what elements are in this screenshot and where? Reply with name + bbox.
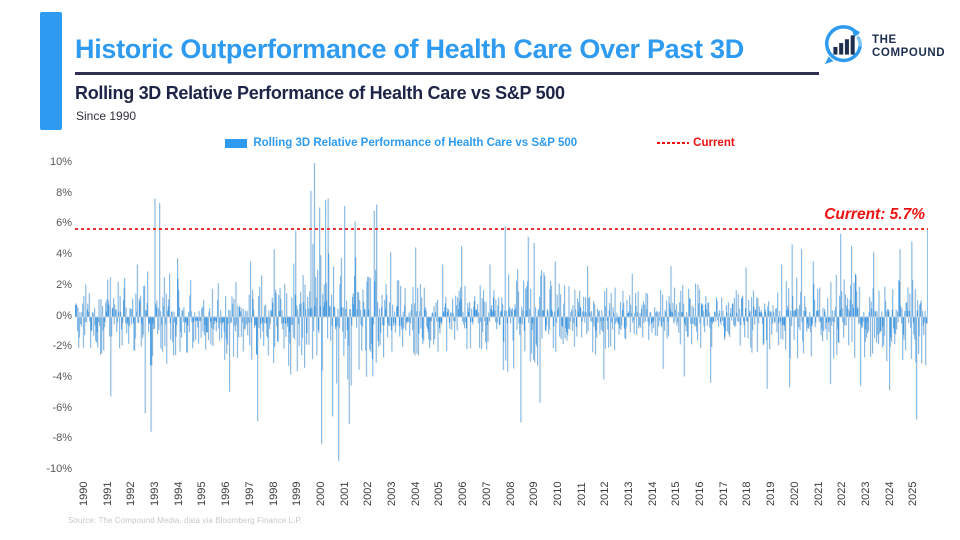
y-tick-label: -6%: [52, 401, 72, 414]
y-axis: 10% 8% 6% 4% 2% 0% -2% -4% -6% -8% -10%: [28, 156, 72, 477]
compound-logo: THE COMPOUND: [820, 24, 950, 70]
series-swatch: [225, 138, 248, 148]
logo-line2: COMPOUND: [872, 47, 946, 59]
legend-current-item: Current: [657, 137, 735, 149]
x-tick-label: 2007: [480, 481, 493, 506]
x-tick-label: 2014: [646, 481, 659, 506]
y-tick-label: 0%: [56, 309, 72, 322]
compound-logo-text: THE COMPOUND: [872, 34, 945, 60]
x-tick-label: 1991: [101, 481, 114, 506]
chart-subtitle: Rolling 3D Relative Performance of Healt…: [75, 83, 565, 103]
y-tick-label: 8%: [56, 186, 72, 199]
plot-area: [75, 163, 928, 470]
x-tick-label: 2012: [599, 481, 612, 506]
x-tick-label: 1993: [149, 481, 162, 506]
x-tick-label: 1999: [291, 481, 304, 506]
current-line-swatch: [657, 142, 690, 144]
compound-logo-icon: [820, 22, 866, 73]
since-label: Since 1990: [76, 109, 137, 123]
x-tick-label: 2025: [907, 481, 920, 506]
x-tick-label: 1992: [125, 481, 138, 506]
chart-legend: Rolling 3D Relative Performance of Healt…: [0, 136, 960, 150]
x-tick-label: 1994: [172, 481, 185, 506]
y-tick-label: -8%: [52, 432, 72, 445]
x-tick-label: 2024: [883, 481, 896, 506]
x-axis: 1990 1991 1992 1993 1994 1995 1996 1997 1998 1999…: [75, 470, 935, 510]
header-accent-bar: [40, 12, 62, 130]
x-tick-label: 1997: [243, 481, 256, 506]
x-tick-label: 2010: [551, 481, 564, 506]
series-label: Rolling 3D Relative Performance of Healt…: [253, 137, 578, 149]
x-tick-label: 2009: [528, 481, 541, 506]
x-tick-label: 2020: [788, 481, 801, 506]
x-tick-label: 2013: [622, 481, 635, 506]
y-tick-label: 6%: [56, 217, 72, 230]
x-tick-label: 2023: [859, 481, 872, 506]
x-tick-label: 2008: [504, 481, 517, 506]
x-tick-label: 2003: [386, 481, 399, 506]
x-tick-label: 1995: [196, 481, 209, 506]
legend-series-item: Rolling 3D Relative Performance of Healt…: [225, 137, 577, 149]
bar-series-canvas: [75, 163, 928, 470]
x-tick-label: 2017: [717, 481, 730, 506]
x-tick-label: 2021: [812, 481, 825, 506]
source-note: Source: The Compound Media, data via Blo…: [68, 516, 303, 525]
x-tick-label: 2019: [765, 481, 778, 506]
x-tick-label: 2022: [836, 481, 849, 506]
x-tick-label: 1990: [78, 481, 90, 506]
current-value-annotation: Current: 5.7%: [824, 206, 925, 223]
x-tick-label: 1998: [267, 481, 280, 506]
page-title: Historic Outperformance of Health Care O…: [75, 34, 744, 64]
x-tick-label: 2004: [409, 481, 422, 506]
x-tick-label: 2005: [433, 481, 446, 506]
x-tick-label: 2001: [338, 481, 351, 506]
x-tick-label: 2015: [670, 481, 683, 506]
y-tick-label: 10%: [49, 156, 72, 168]
x-tick-label: 2006: [457, 481, 470, 506]
y-tick-label: -4%: [52, 370, 72, 383]
y-tick-label: -10%: [46, 463, 72, 475]
x-tick-label: 2000: [314, 481, 327, 506]
x-tick-label: 2011: [575, 482, 588, 506]
y-tick-label: 4%: [56, 248, 72, 261]
current-reference-line: [75, 228, 928, 230]
current-label: Current: [693, 137, 735, 149]
title-underline: [75, 72, 819, 75]
y-tick-label: -2%: [52, 340, 72, 353]
x-tick-label: 2016: [694, 481, 707, 506]
y-tick-label: 2%: [56, 278, 72, 291]
logo-line1: THE: [872, 34, 897, 46]
x-tick-label: 2002: [362, 481, 375, 506]
x-tick-label: 2018: [741, 481, 754, 506]
x-tick-label: 1996: [220, 481, 233, 506]
